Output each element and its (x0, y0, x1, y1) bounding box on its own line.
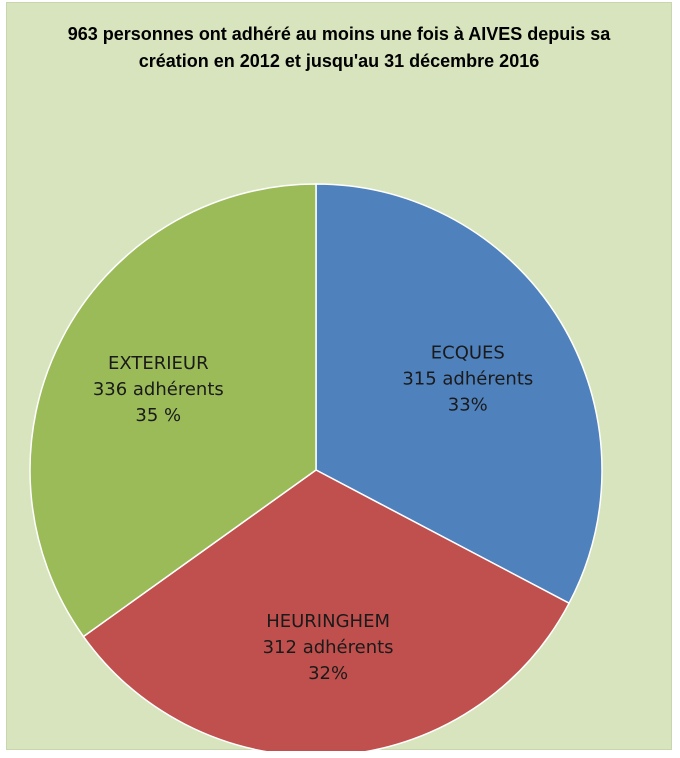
slice-category: ECQUES (431, 342, 505, 363)
slice-count: 336 adhérents (93, 379, 224, 400)
slice-label-exterieur: EXTERIEUR 336 adhérents 35 % (93, 353, 224, 426)
slice-count: 312 adhérents (263, 637, 394, 658)
pie-chart: ECQUES 315 adhérents 33% HEURINGHEM 312 adhé… (29, 183, 603, 751)
pie-slice-exterieur (29, 183, 317, 638)
slice-percent: 35 % (135, 405, 181, 426)
chart-title-line-2: création en 2012 et jusqu'au 31 décembre… (138, 51, 540, 71)
pie-slice-heuringhem (82, 469, 571, 751)
slice-category: HEURINGHEM (266, 611, 390, 632)
slice-label-ecques: ECQUES 315 adhérents 33% (402, 342, 533, 415)
pie-slice-ecques (315, 183, 603, 605)
chart-area: 963 personnes ont adhéré au moins une fo… (6, 2, 672, 751)
slice-label-heuringhem: HEURINGHEM 312 adhérents 32% (263, 611, 394, 684)
slice-category: EXTERIEUR (108, 353, 209, 374)
slice-percent: 33% (448, 394, 488, 415)
chart-title-line-1: 963 personnes ont adhéré au moins une fo… (67, 24, 611, 44)
slice-count: 315 adhérents (402, 368, 533, 389)
chart-title: 963 personnes ont adhéré au moins une fo… (7, 21, 671, 75)
slice-percent: 32% (308, 663, 348, 684)
